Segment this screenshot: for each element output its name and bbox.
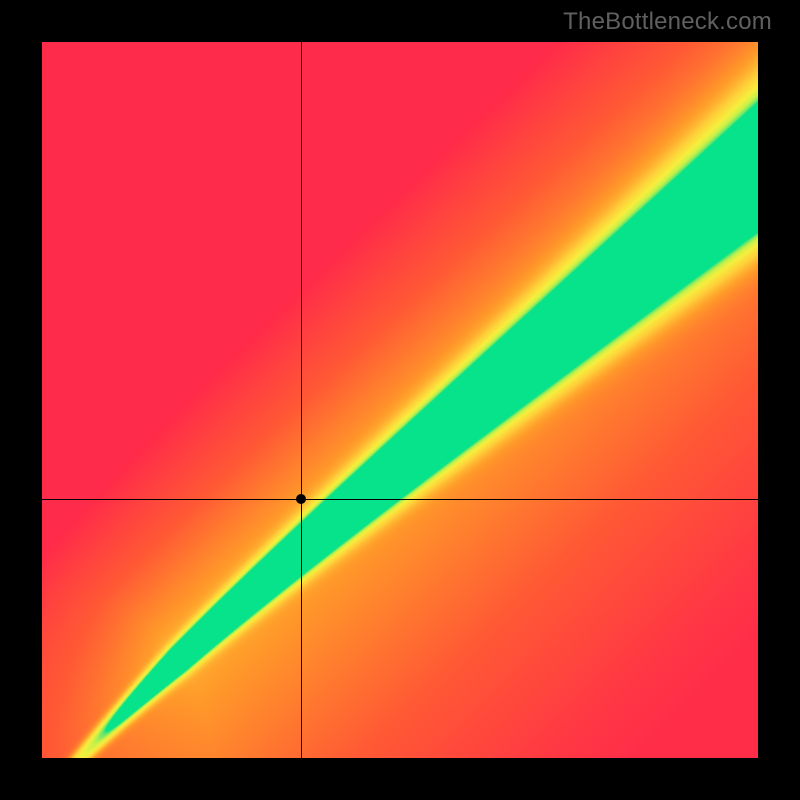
heatmap-canvas	[42, 42, 758, 758]
crosshair-vertical	[301, 42, 302, 758]
watermark-text: TheBottleneck.com	[563, 8, 772, 36]
crosshair-marker-dot	[296, 494, 306, 504]
heatmap-plot	[42, 42, 758, 758]
crosshair-horizontal	[42, 499, 758, 500]
